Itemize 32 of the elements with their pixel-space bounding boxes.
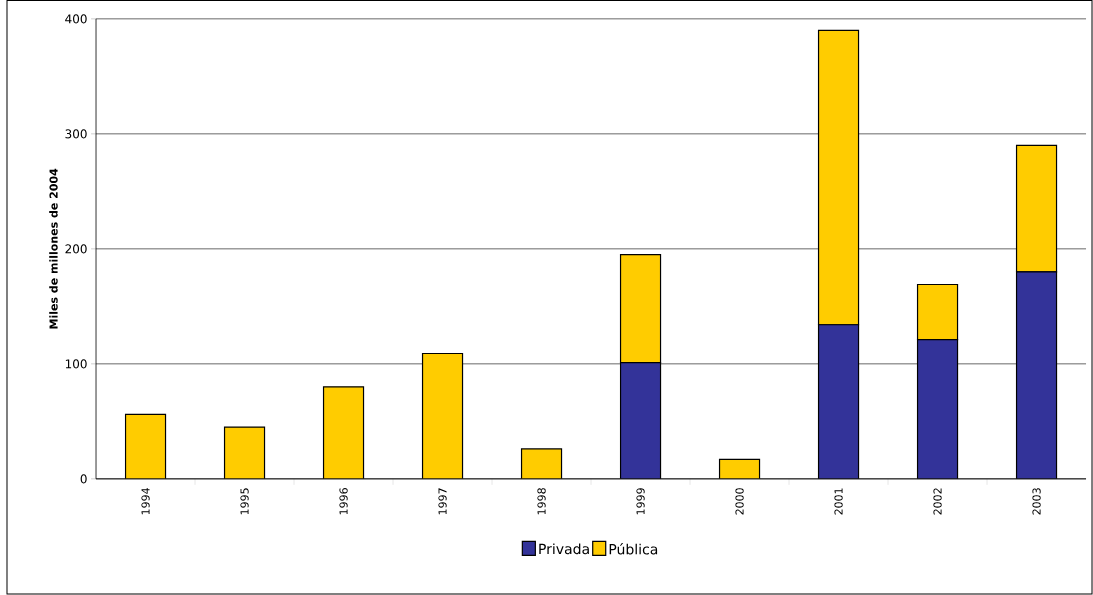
bar: [422, 353, 463, 479]
y-tick-label: 0: [80, 474, 87, 484]
legend-label: Pública: [609, 543, 658, 555]
x-tick-label: 1996: [339, 488, 348, 515]
x-tick-label: 2001: [834, 488, 843, 515]
x-tick-label: 1994: [141, 488, 150, 515]
bar: [1015, 271, 1058, 479]
bar: [1015, 144, 1058, 273]
bar: [125, 414, 166, 479]
y-axis-title: Miles de millones de 2004: [49, 168, 58, 329]
x-tick-label: 1998: [537, 488, 546, 515]
x-tick-label: 1995: [240, 488, 249, 515]
x-tick-label: 1999: [636, 488, 645, 515]
y-tick-label: 300: [65, 129, 87, 139]
x-tick-label: 2000: [735, 488, 744, 515]
x-tick-label: 2003: [1032, 488, 1041, 515]
legend-label: Privada: [539, 543, 589, 555]
bar: [521, 448, 562, 479]
bar: [719, 459, 760, 479]
y-tick-label: 400: [65, 14, 87, 24]
bar: [818, 324, 859, 479]
bar: [224, 427, 265, 479]
bar: [619, 254, 662, 364]
bar: [620, 362, 661, 479]
bar: [916, 283, 959, 341]
x-tick-label: 1997: [438, 488, 447, 515]
y-tick-label: 100: [65, 359, 87, 369]
bar: [917, 339, 958, 479]
bar: [323, 386, 364, 479]
x-tick-label: 2002: [933, 488, 942, 515]
bar: [817, 29, 860, 326]
y-tick-label: 200: [65, 244, 87, 254]
